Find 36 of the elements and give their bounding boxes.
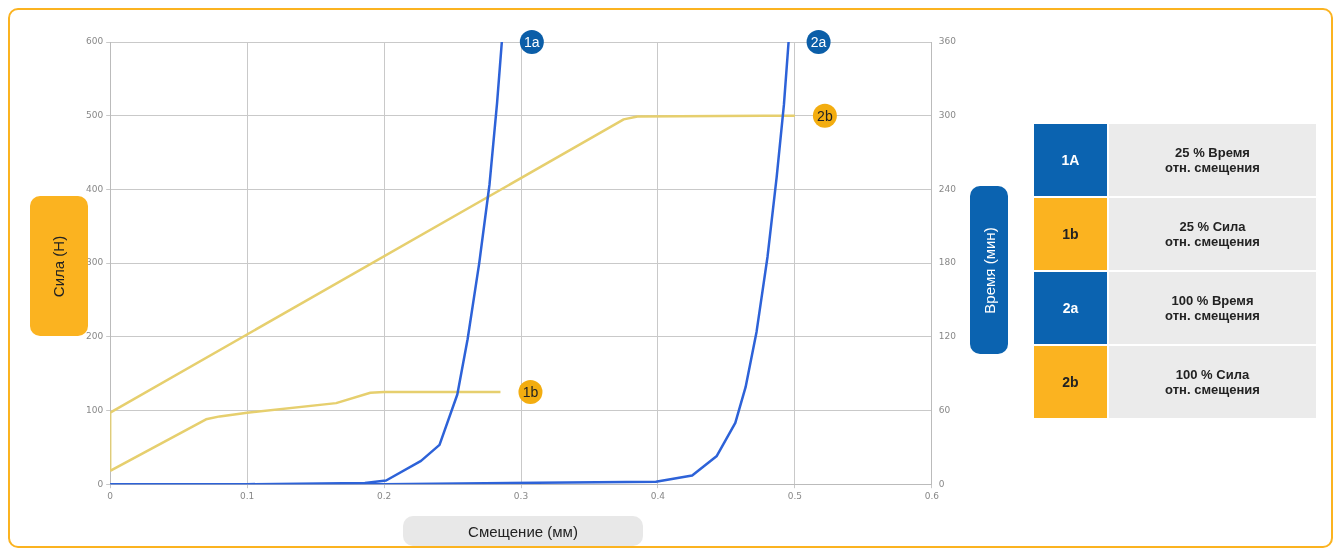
x-tick-label: 0.4 bbox=[650, 490, 666, 501]
x-tick-label: 0.1 bbox=[239, 490, 255, 501]
category-label: 1b bbox=[1034, 198, 1107, 270]
y-axis-title: Сила (Н) bbox=[50, 235, 68, 297]
y2-tick-label: 120 bbox=[938, 331, 957, 342]
y2-tick-label: 0 bbox=[938, 478, 945, 489]
text: 100 % Сила отн. смещения bbox=[1109, 346, 1316, 418]
series-label: 2a bbox=[810, 33, 827, 50]
y2-tick-label: 60 bbox=[938, 404, 951, 415]
y-tick-label: 500 bbox=[85, 110, 104, 121]
x-tick-label: 0 bbox=[107, 490, 114, 501]
text: 100 % Время отн. смещения bbox=[1109, 272, 1316, 344]
y2-tick-label: 180 bbox=[938, 257, 957, 268]
series-label: 2b bbox=[817, 107, 833, 124]
y2-axis-title: Время (мин) bbox=[980, 226, 998, 314]
y-tick-label: 200 bbox=[85, 331, 104, 342]
category-label: 2b bbox=[1034, 346, 1107, 418]
y2-tick-label: 360 bbox=[938, 36, 957, 47]
text: 25 % Время отн. смещения bbox=[1109, 124, 1316, 196]
series-label: 1a bbox=[524, 33, 540, 50]
y-tick-label: 600 bbox=[85, 36, 104, 47]
x-tick-label: 0.2 bbox=[376, 490, 392, 501]
category-label: 2a bbox=[1034, 272, 1107, 344]
x-axis-title: Смещение (мм) bbox=[403, 516, 643, 546]
y-tick-label: 400 bbox=[85, 183, 104, 194]
x-tick-label: 0.5 bbox=[787, 490, 803, 501]
y-tick-label: 300 bbox=[85, 257, 104, 268]
y-tick-label: 0 bbox=[97, 478, 104, 489]
y2-tick-label: 240 bbox=[938, 183, 957, 194]
text: 25 % Сила отн. смещения bbox=[1109, 198, 1316, 270]
x-tick-label: 0.3 bbox=[513, 490, 529, 501]
series-label: 1b bbox=[522, 383, 539, 400]
category-label: 1A bbox=[1034, 124, 1107, 196]
x-tick-label: 0.6 bbox=[924, 490, 940, 501]
y2-tick-label: 300 bbox=[938, 110, 957, 121]
y-tick-label: 100 bbox=[85, 404, 104, 415]
